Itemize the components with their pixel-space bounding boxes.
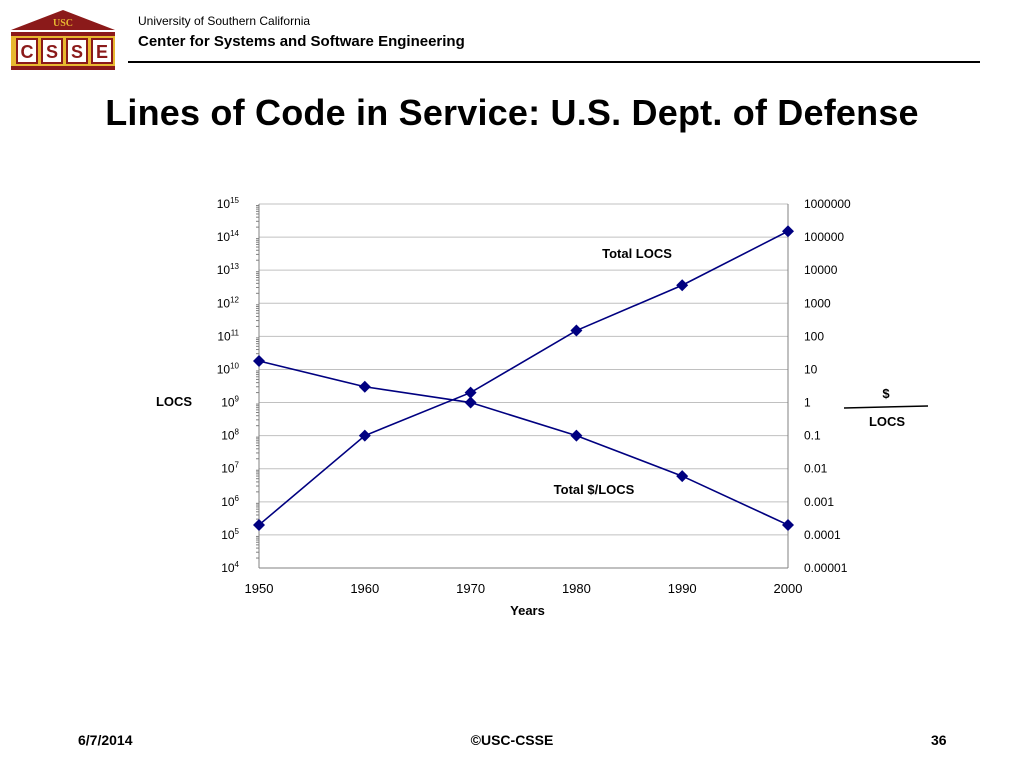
header-rule xyxy=(128,61,980,63)
university-name: University of Southern California xyxy=(138,14,311,28)
right-tick-label: 0.00001 xyxy=(804,561,848,575)
left-tick-label: 1014 xyxy=(217,229,240,244)
right-tick-label: 0.1 xyxy=(804,429,821,443)
series-label-dollars-per-locs: Total $/LOCS xyxy=(554,482,635,497)
right-axis-title-fraction-bar xyxy=(843,405,929,409)
x-tick-label: 1950 xyxy=(245,581,274,596)
data-point-marker xyxy=(676,470,689,483)
left-tick-label: 107 xyxy=(221,461,239,476)
left-tick-label: 106 xyxy=(221,494,239,509)
right-tick-label: 0.001 xyxy=(804,495,834,509)
left-tick-label: 108 xyxy=(221,428,239,443)
left-tick-label: 1013 xyxy=(217,262,240,277)
logo-column xyxy=(66,38,88,64)
logo-column xyxy=(91,38,113,64)
left-axis-title: LOCS xyxy=(156,394,192,409)
right-tick-label: 0.0001 xyxy=(804,528,841,542)
data-point-marker xyxy=(464,396,477,409)
left-tick-label: 1015 xyxy=(217,196,240,211)
logo-letter: E xyxy=(96,42,108,62)
footer-page-number: 36 xyxy=(931,732,947,748)
left-tick-label: 1012 xyxy=(217,295,240,310)
center-name: Center for Systems and Software Engineer… xyxy=(138,33,465,50)
data-point-marker xyxy=(358,429,371,442)
right-tick-label: 1000 xyxy=(804,296,831,310)
footer-copyright: ©USC-CSSE xyxy=(470,732,554,748)
data-point-marker xyxy=(358,380,371,393)
left-tick-label: 104 xyxy=(221,560,239,575)
right-axis-title-denominator: LOCS xyxy=(869,414,905,429)
x-axis-title: Years xyxy=(510,603,545,618)
slide-title: Lines of Code in Service: U.S. Dept. of … xyxy=(105,92,919,133)
data-point-marker xyxy=(570,429,583,442)
data-point-marker xyxy=(253,518,265,531)
right-tick-label: 100 xyxy=(804,329,824,343)
series-label-total-locs: Total LOCS xyxy=(602,246,672,261)
left-tick-label: 105 xyxy=(221,527,239,542)
logo-usc-text: USC xyxy=(53,18,73,29)
x-tick-label: 1970 xyxy=(456,581,485,596)
right-tick-label: 0.01 xyxy=(804,462,828,476)
right-axis-title-numerator: $ xyxy=(882,386,890,401)
logo-letter: C xyxy=(21,42,34,62)
logo-letter: S xyxy=(46,42,58,62)
x-tick-label: 2000 xyxy=(774,581,803,596)
right-tick-label: 10 xyxy=(804,362,818,376)
series-line xyxy=(258,230,789,526)
right-tick-label: 1000000 xyxy=(804,197,851,211)
logo-column xyxy=(16,38,38,64)
logo-column xyxy=(41,38,63,64)
x-tick-label: 1980 xyxy=(562,581,591,596)
right-tick-label: 1 xyxy=(804,396,811,410)
logo-letter: S xyxy=(71,42,83,62)
footer-date: 6/7/2014 xyxy=(78,732,133,748)
x-tick-label: 1960 xyxy=(350,581,379,596)
logo-roof xyxy=(11,10,115,30)
data-point-marker xyxy=(464,386,477,399)
right-tick-label: 100000 xyxy=(804,230,844,244)
left-tick-label: 1011 xyxy=(217,328,239,343)
data-point-marker xyxy=(570,324,583,337)
left-tick-label: 1010 xyxy=(217,361,240,376)
right-tick-label: 10000 xyxy=(804,263,838,277)
data-point-marker xyxy=(782,518,794,531)
data-point-marker xyxy=(676,279,689,292)
left-tick-label: 109 xyxy=(221,395,239,410)
data-point-marker xyxy=(253,355,265,368)
data-point-marker xyxy=(782,225,794,238)
x-tick-label: 1990 xyxy=(668,581,697,596)
series-line xyxy=(258,360,789,526)
